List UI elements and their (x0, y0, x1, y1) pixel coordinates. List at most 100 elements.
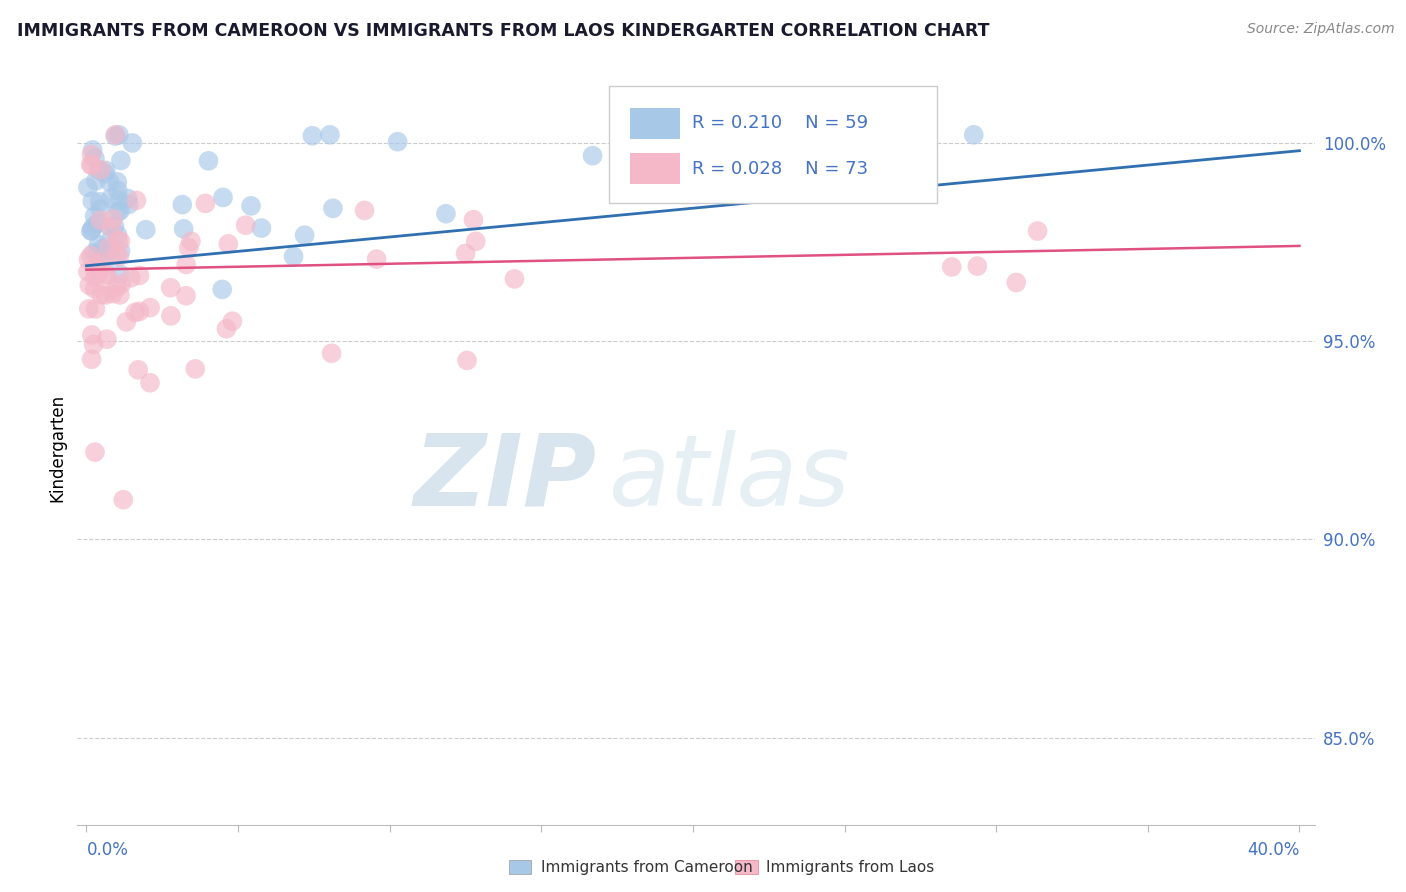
Point (159, 281, 181, 295)
Point (321, 346, 343, 360)
Point (434, 207, 457, 221)
Point (215, 322, 238, 336)
Point (91, 242, 114, 256)
Point (240, 199, 263, 213)
Point (366, 252, 388, 266)
Point (101, 286, 124, 301)
Point (84, 270, 107, 285)
Text: ZIP: ZIP (413, 430, 598, 527)
Text: Immigrants from Cameroon: Immigrants from Cameroon (541, 860, 754, 874)
Point (94, 255, 117, 269)
Point (94, 288, 117, 302)
Point (90, 287, 112, 301)
Point (108, 194, 131, 208)
Point (77, 252, 100, 267)
Point (104, 128, 127, 143)
Point (174, 257, 197, 271)
Point (86, 216, 108, 230)
Point (105, 279, 128, 293)
Point (84, 445, 107, 459)
Point (89, 202, 111, 216)
Point (180, 234, 202, 248)
Text: 0.0%: 0.0% (86, 841, 128, 859)
Point (197, 153, 219, 168)
Point (1026, 224, 1049, 238)
Text: IMMIGRANTS FROM CAMEROON VS IMMIGRANTS FROM LAOS KINDERGARTEN CORRELATION CHART: IMMIGRANTS FROM CAMEROON VS IMMIGRANTS F… (17, 22, 990, 40)
Point (454, 246, 477, 260)
Point (173, 222, 195, 236)
Point (90, 162, 112, 177)
Point (657, 165, 679, 179)
Point (107, 183, 129, 197)
Point (105, 248, 128, 262)
Point (120, 270, 142, 285)
Point (353, 203, 375, 218)
Point (110, 153, 132, 168)
Point (128, 268, 150, 283)
Point (184, 362, 207, 376)
Point (100, 243, 122, 257)
Point (124, 305, 146, 319)
Point (211, 282, 233, 296)
Point (103, 219, 125, 234)
Point (738, 176, 761, 190)
Point (503, 272, 526, 286)
Text: atlas: atlas (609, 430, 851, 527)
Point (98, 219, 121, 234)
Point (110, 234, 132, 248)
Point (77, 265, 100, 279)
Point (83, 282, 105, 296)
Point (89, 194, 111, 209)
Point (963, 128, 986, 142)
Point (177, 241, 200, 255)
Point (108, 288, 131, 302)
Point (96, 268, 118, 283)
Text: Source: ZipAtlas.com: Source: ZipAtlas.com (1247, 22, 1395, 37)
Point (84, 174, 107, 188)
Point (174, 289, 197, 303)
Point (80, 248, 103, 262)
Point (250, 221, 273, 235)
Point (80, 352, 103, 367)
Point (387, 135, 409, 149)
Point (82, 220, 104, 235)
Point (83, 151, 105, 165)
Point (108, 128, 131, 142)
Point (83, 262, 105, 277)
Point (82, 194, 104, 208)
Point (89, 213, 111, 227)
Point (77, 301, 100, 316)
Point (77, 180, 100, 194)
Y-axis label: Kindergarten: Kindergarten (48, 394, 66, 502)
Point (87, 237, 110, 252)
Point (100, 191, 122, 205)
Point (172, 197, 194, 211)
Point (319, 128, 342, 142)
Point (160, 309, 183, 323)
Point (96, 332, 118, 346)
Point (235, 218, 257, 232)
Point (79, 278, 101, 293)
Point (301, 128, 323, 143)
Point (127, 363, 149, 377)
Point (832, 153, 855, 168)
Point (87, 163, 110, 178)
Point (1005, 276, 1028, 290)
Point (105, 175, 128, 189)
Text: R = 0.210    N = 59: R = 0.210 N = 59 (692, 114, 869, 132)
Point (80, 157, 103, 171)
Bar (630, 108, 681, 139)
Point (80, 224, 103, 238)
Point (115, 315, 138, 329)
Text: R = 0.028    N = 73: R = 0.028 N = 73 (692, 160, 869, 178)
FancyBboxPatch shape (609, 87, 938, 203)
Point (966, 259, 988, 273)
Point (108, 249, 131, 263)
Point (108, 268, 131, 282)
Point (94, 167, 117, 181)
Point (86, 248, 108, 262)
Point (107, 204, 129, 219)
Point (104, 128, 127, 142)
Point (94, 163, 117, 178)
Point (294, 228, 316, 243)
